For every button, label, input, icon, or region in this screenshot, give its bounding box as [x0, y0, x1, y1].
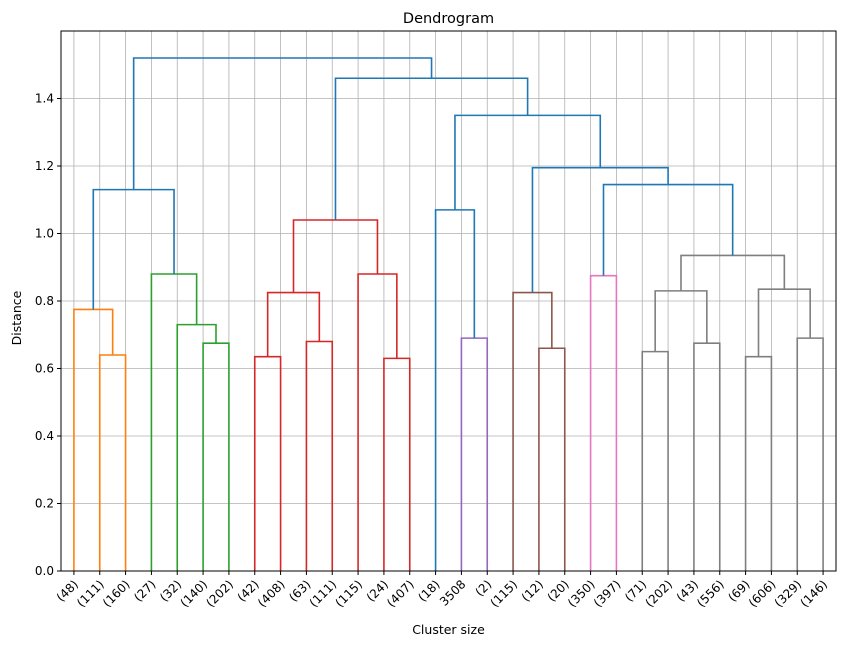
y-tick-label: 1.0 — [35, 227, 54, 241]
y-axis: 0.0 0.2 0.4 0.6 0.8 1.0 1.2 1.4 — [35, 92, 61, 578]
y-tick-label: 0.8 — [35, 294, 54, 308]
leaf-label: (329) — [772, 577, 805, 610]
leaf-label: (111) — [307, 577, 340, 610]
dendrogram-link — [757, 288, 811, 357]
leaf-label: 3508 — [437, 577, 468, 608]
dendrogram-link — [693, 342, 721, 571]
leaf-label: (408) — [255, 577, 288, 610]
dendrogram-link — [92, 188, 175, 310]
dendrogram-link — [796, 337, 824, 571]
dendrogram-link — [641, 350, 669, 571]
dendrogram-link — [512, 291, 553, 571]
dendrogram-link — [334, 77, 529, 220]
dendrogram-link — [202, 342, 230, 571]
x-axis-label: Cluster size — [412, 622, 485, 637]
dendrogram-link — [132, 57, 433, 190]
dendrogram-link — [98, 354, 127, 571]
y-tick-label: 0.2 — [35, 497, 54, 511]
x-axis: (48)(111)(160)(27)(32)(140)(202)(42)(408… — [54, 571, 830, 610]
leaf-label: (202) — [203, 577, 236, 610]
dendrogram-link — [253, 355, 282, 571]
y-tick-label: 1.4 — [35, 92, 54, 106]
leaf-label: (606) — [746, 577, 779, 610]
leaf-label: (407) — [384, 577, 417, 610]
leaf-label: (111) — [74, 577, 107, 610]
y-tick-label: 0.4 — [35, 429, 54, 443]
dendrogram-link — [538, 347, 566, 571]
leaf-label: (115) — [332, 577, 365, 610]
leaf-label: (27) — [131, 577, 158, 604]
leaf-label: (115) — [487, 577, 520, 610]
dendrogram-link — [176, 323, 217, 571]
y-tick-label: 0.0 — [35, 564, 54, 578]
leaf-label: (202) — [642, 577, 675, 610]
dendrogram-link — [357, 273, 398, 571]
dendrogram-link — [434, 209, 476, 571]
dendrogram-link — [383, 357, 411, 571]
leaf-label: (350) — [565, 577, 598, 610]
dendrogram-links — [73, 57, 824, 571]
dendrogram-link — [589, 274, 618, 571]
y-tick-label: 1.2 — [35, 159, 54, 173]
dendrogram-link — [531, 166, 669, 293]
y-axis-label: Distance — [9, 290, 24, 345]
dendrogram-link — [266, 291, 321, 357]
dendrogram-link — [73, 308, 114, 571]
leaf-label: (146) — [797, 577, 830, 610]
leaf-label: (397) — [591, 577, 624, 610]
dendrogram-link — [454, 114, 602, 210]
y-tick-label: 0.6 — [35, 362, 54, 376]
dendrogram-link — [150, 273, 198, 571]
leaf-label: (140) — [177, 577, 210, 610]
dendrogram-link — [680, 254, 786, 291]
leaf-label: (12) — [519, 577, 546, 604]
dendrogram-link — [305, 340, 334, 571]
dendrogram-link — [460, 337, 489, 571]
leaf-label: (556) — [694, 577, 727, 610]
dendrogram-link — [744, 355, 773, 571]
chart-title: Dendrogram — [403, 11, 494, 27]
leaf-label: (160) — [100, 577, 133, 610]
